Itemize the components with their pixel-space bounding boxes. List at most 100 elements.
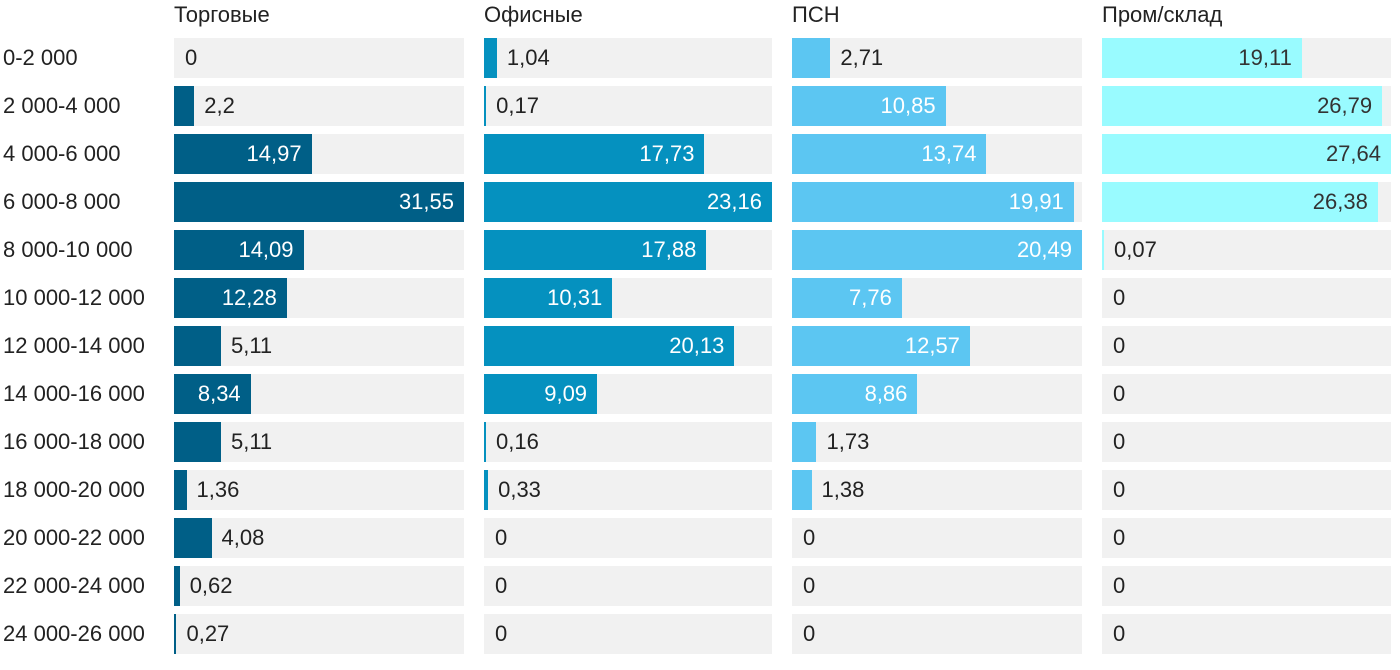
bar [174,326,221,366]
bar [174,566,180,606]
data-label: 0,33 [498,477,541,502]
bar [792,326,970,366]
row-label: 0-2 000 [3,45,78,70]
bar-track [484,614,772,654]
data-label: 5,11 [230,333,273,358]
data-label: 0 [1113,573,1126,598]
bar [174,134,312,174]
bar-track [1102,374,1391,414]
data-label: 10,31 [547,285,603,310]
bar [1102,86,1383,126]
bar-track [484,38,772,78]
row-label: 14 000-16 000 [3,381,145,406]
data-label: 23,16 [706,189,762,214]
data-label: 1,04 [506,45,550,70]
bar [1102,38,1302,78]
bar [484,182,772,222]
data-label: 0 [1113,381,1126,406]
bar-track [174,566,464,606]
bar-track [174,518,464,558]
data-label: 0 [495,573,508,598]
bar [792,38,831,78]
panel-title: ПСН [792,2,840,27]
bar-track [1102,422,1391,462]
bar-track [484,566,772,606]
bar [174,86,195,126]
bar [792,278,902,318]
bar [792,422,817,462]
row-label: 2 000-4 000 [3,93,121,118]
row-label: 16 000-18 000 [3,429,145,454]
data-label: 0 [803,621,816,646]
bar-track [174,38,464,78]
row-label: 22 000-24 000 [3,573,145,598]
bar [174,374,251,414]
bar [174,230,304,270]
bar [174,470,187,510]
row-label: 24 000-26 000 [3,621,145,646]
data-label: 0 [495,621,508,646]
bar [174,614,177,654]
bar [484,230,707,270]
data-label: 4,08 [221,525,265,550]
bar [484,86,487,126]
bar-track [792,566,1082,606]
bar [792,374,918,414]
data-label: 20,13 [669,333,725,358]
bar [174,518,212,558]
data-label: 1,36 [196,477,240,502]
data-label: 27,64 [1325,141,1381,166]
bar [1102,134,1391,174]
row-label: 4 000-6 000 [3,141,121,166]
bar [484,422,486,462]
data-label: 0 [1113,333,1126,358]
bar-track [174,614,464,654]
bar [484,134,705,174]
bar [484,38,497,78]
data-label: 14,09 [238,237,294,262]
data-label: 0,07 [1114,237,1157,262]
data-label: 0,16 [496,429,539,454]
bar-track [484,470,772,510]
bar-track [1102,614,1391,654]
data-label: 13,74 [921,141,977,166]
data-label: 0 [1113,525,1126,550]
bar-track [174,422,464,462]
row-label: 18 000-20 000 [3,477,145,502]
data-label: 0 [803,525,816,550]
data-label: 0 [185,45,198,70]
bar [792,134,987,174]
row-label: 8 000-10 000 [3,237,133,262]
data-label: 0,62 [189,573,233,598]
bar-track [1102,326,1391,366]
bar-track [1102,566,1391,606]
data-label: 8,86 [864,381,908,406]
bar-track [792,38,1082,78]
bar-track [484,518,772,558]
bar-track [174,470,464,510]
data-label: 14,97 [246,141,302,166]
bar-track [484,422,772,462]
bar [174,182,464,222]
data-label: 12,57 [904,333,960,358]
data-label: 2,2 [204,93,235,118]
bar-track [174,326,464,366]
data-label: 2,71 [840,45,884,70]
bar [792,230,1082,270]
data-label: 5,11 [230,429,273,454]
bar-track [792,614,1082,654]
bar-track [174,86,464,126]
data-label: 8,34 [197,381,241,406]
bar-track [792,518,1082,558]
data-label: 31,55 [398,189,454,214]
bar-track [1102,470,1391,510]
data-label: 12,28 [221,285,277,310]
data-label: 1,38 [821,477,865,502]
data-label: 0 [1113,477,1126,502]
data-label: 0,17 [496,93,539,118]
data-label: 26,79 [1317,93,1373,118]
data-label: 17,73 [639,141,695,166]
bar [792,470,812,510]
data-label: 7,76 [849,285,892,310]
